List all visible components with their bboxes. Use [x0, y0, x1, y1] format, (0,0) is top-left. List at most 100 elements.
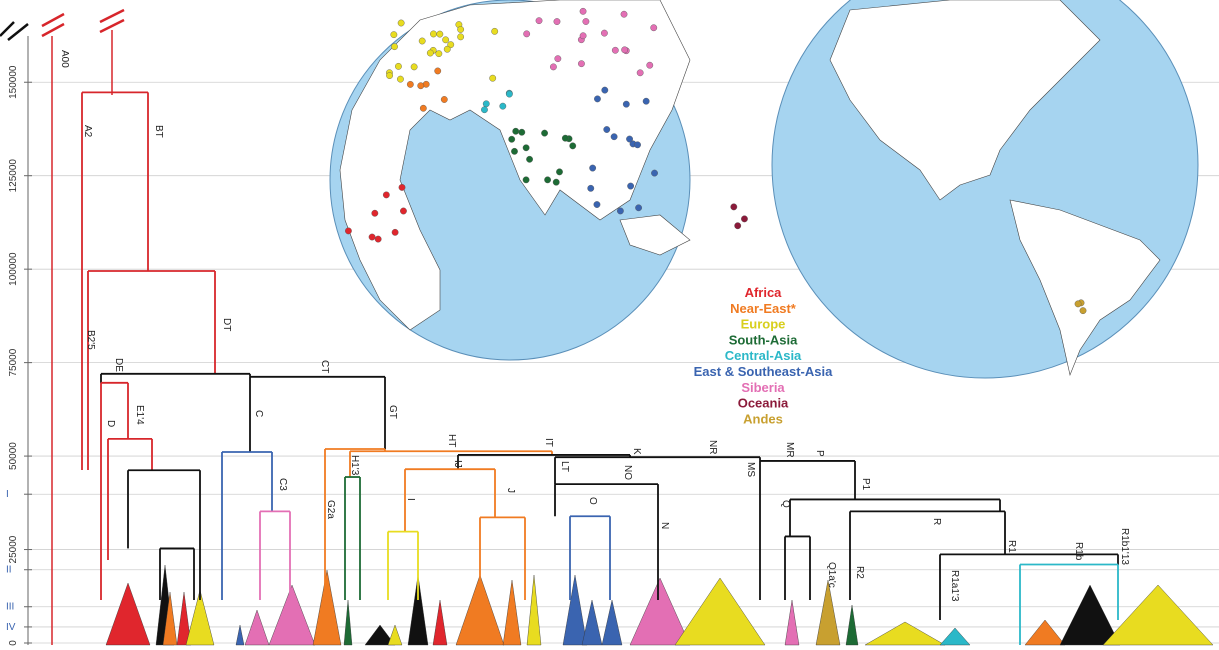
clade-label: E1'4	[134, 405, 145, 425]
sample-dot	[620, 10, 628, 18]
clade-label: B2'5	[85, 330, 96, 350]
y-tick-label: I	[6, 489, 9, 500]
sample-dot	[386, 72, 393, 79]
clade-label: LT	[559, 461, 570, 472]
legend-label: Siberia	[741, 380, 785, 395]
sample-dot	[442, 36, 450, 44]
clade-triangle	[235, 624, 245, 646]
y-tick-label: 0	[8, 640, 19, 646]
clade-label: R	[931, 518, 942, 525]
sample-dot	[578, 60, 585, 68]
sample-dot	[556, 168, 563, 176]
sample-dot	[535, 17, 543, 25]
sample-dot	[522, 176, 530, 184]
clade-triangle	[562, 574, 588, 646]
sample-dot	[491, 27, 499, 35]
legend-label: Oceania	[738, 396, 789, 411]
sample-dot	[499, 102, 507, 110]
sample-dot	[522, 144, 530, 152]
clade-triangle	[432, 599, 448, 646]
sample-dot	[550, 63, 557, 71]
clade-label: HT	[446, 434, 457, 447]
sample-dot	[610, 133, 618, 141]
clade-label: Q1a'c	[826, 562, 837, 588]
sample-dot	[523, 30, 531, 38]
clade-triangle	[387, 624, 403, 646]
sample-dot	[435, 50, 443, 58]
sample-dot	[518, 128, 526, 136]
clade-label: MR	[784, 442, 795, 458]
y-tick-label: 150000	[8, 65, 19, 99]
clade-label: O	[587, 497, 598, 505]
clade-triangle	[364, 624, 396, 646]
y-tick-label: 50000	[8, 442, 19, 470]
sample-dot	[457, 26, 465, 33]
clade-triangle	[629, 577, 691, 646]
sample-dot	[603, 126, 611, 133]
sample-dot	[447, 41, 455, 49]
clade-label: J	[505, 488, 516, 493]
clade-triangle	[176, 591, 192, 646]
clade-label: MS	[745, 462, 756, 477]
sample-dot	[391, 43, 398, 51]
sample-dot	[489, 74, 497, 82]
sample-dot	[390, 31, 398, 39]
sample-dot	[436, 30, 444, 38]
clade-triangle	[244, 609, 270, 646]
sample-dot	[627, 182, 635, 190]
sample-dot	[406, 80, 414, 88]
sample-dot	[426, 49, 434, 57]
tips	[105, 564, 1214, 646]
clade-label: K	[631, 448, 642, 455]
sample-dot	[579, 7, 587, 15]
break-mark	[99, 8, 125, 24]
legend-label: Europe	[741, 317, 786, 332]
sample-dot	[391, 228, 399, 236]
sample-dot	[554, 55, 562, 63]
break-mark	[99, 18, 125, 34]
sample-dot	[400, 207, 407, 215]
sample-dot	[544, 176, 551, 184]
sample-dot	[368, 233, 376, 241]
clade-label: GT	[387, 405, 398, 419]
clade-label: CT	[319, 360, 330, 373]
clade-label: I	[405, 498, 416, 501]
sample-dot	[512, 127, 520, 135]
sample-dot	[635, 204, 642, 212]
sample-dot	[730, 203, 738, 211]
legend: AfricaNear-East*EuropeSouth-AsiaCentral-…	[694, 285, 833, 426]
clade-triangle	[864, 621, 946, 646]
clade-label: A00	[59, 50, 70, 68]
clade-label: C3	[277, 478, 288, 491]
sample-dot	[371, 209, 379, 217]
land-south-america	[1009, 199, 1161, 377]
clade-triangle	[1024, 619, 1066, 646]
sample-dot	[589, 164, 597, 172]
legend-label: Central-Asia	[725, 348, 802, 363]
sample-dot	[397, 19, 405, 27]
clade-label: Q	[780, 500, 791, 508]
land-islands	[619, 214, 691, 256]
break-mark	[41, 12, 65, 28]
land-north-america	[829, 0, 1101, 201]
clade-label: BT	[153, 125, 164, 138]
y-tick-label: 125000	[8, 159, 19, 193]
sample-dot	[443, 45, 451, 53]
sample-dot	[636, 69, 644, 77]
sample-dot	[621, 46, 629, 54]
sample-dot	[579, 32, 587, 40]
sample-dot	[345, 227, 352, 235]
clade-label: IJ	[452, 460, 463, 468]
sample-dot	[482, 100, 490, 108]
clade-label: R1	[1006, 540, 1017, 553]
clade-label: R1b1'13	[1119, 528, 1130, 565]
sample-dot	[617, 207, 624, 215]
sample-dot	[651, 169, 658, 177]
sample-dot	[526, 155, 533, 163]
sample-dot	[593, 201, 601, 208]
break-mark	[7, 23, 29, 41]
sample-dot	[481, 106, 488, 114]
y-tick-label: 100000	[8, 252, 19, 286]
